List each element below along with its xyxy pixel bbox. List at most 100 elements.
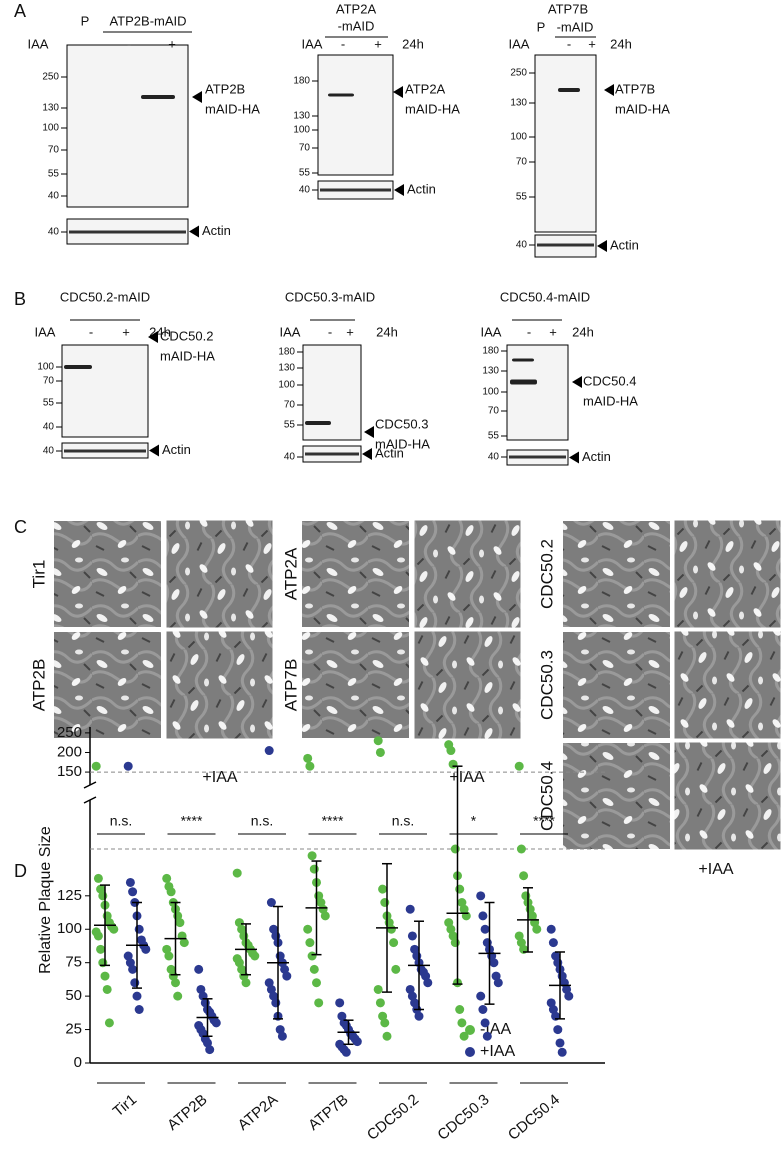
dot [93, 931, 103, 941]
band [64, 365, 92, 369]
legend-marker [465, 1025, 475, 1035]
blot-header: CDC50.4-mAID [500, 289, 590, 304]
blot-header: -mAID [338, 18, 375, 33]
mw-label: 180 [278, 347, 295, 358]
band-label: mAID-HA [375, 436, 430, 451]
time-label: 24h [376, 324, 398, 339]
arrowhead [149, 444, 159, 457]
y-tick-label: 100 [57, 920, 82, 937]
strain-label: CDC50.2 [537, 539, 556, 609]
dot [341, 1047, 351, 1057]
x-tick-label: ATP2A [235, 1091, 281, 1134]
mw-label: 100 [278, 380, 295, 391]
significance: n.s. [110, 813, 133, 829]
dot [312, 978, 321, 988]
dot [128, 964, 138, 974]
dot [519, 871, 529, 881]
plaque-image [563, 632, 670, 738]
dot [132, 991, 142, 1001]
dot [320, 911, 330, 921]
dot [373, 984, 383, 994]
mw-label: 130 [278, 363, 295, 374]
mw-label: 70 [516, 157, 528, 168]
strain-label: ATP2A [281, 547, 300, 600]
mw-label: 70 [43, 376, 55, 387]
arrowhead [394, 184, 404, 196]
mw-label: 130 [42, 103, 59, 114]
x-tick-label: ATP2B [164, 1091, 210, 1134]
actin-label: Actin [582, 449, 611, 464]
dot [405, 904, 415, 914]
dot [378, 884, 388, 894]
dot [335, 998, 345, 1008]
plaque-image [166, 631, 273, 739]
panel-label: C [14, 517, 27, 537]
dot [134, 924, 144, 934]
blot-header: CDC50.2-mAID [60, 289, 150, 304]
band-label: CDC50.4 [583, 373, 636, 388]
plaque-image [563, 743, 670, 849]
dot [478, 911, 488, 921]
arrowhead [189, 225, 199, 238]
panel-label: D [14, 861, 27, 881]
dot [303, 753, 313, 763]
band-label: mAID-HA [615, 101, 670, 116]
dot [128, 887, 138, 897]
dot [134, 1005, 144, 1014]
dot [386, 924, 396, 934]
mw-label: 70 [284, 400, 296, 411]
mw-label: 100 [37, 362, 54, 373]
dot [352, 1037, 362, 1047]
mw-label: 70 [488, 406, 500, 417]
mw-label: 100 [42, 123, 59, 134]
dot [264, 746, 274, 756]
plaque-image [166, 520, 273, 628]
arrowhead [572, 376, 582, 388]
dot [277, 1031, 287, 1041]
mw-label: 130 [482, 366, 499, 377]
actin-band [64, 449, 146, 453]
blot-header: ATP7B [548, 1, 588, 16]
lane-label: + [346, 324, 354, 339]
y-tick-label: 125 [57, 887, 82, 904]
lane-label: - [341, 36, 345, 51]
dot [455, 884, 465, 894]
strain-label: Tir1 [29, 560, 48, 589]
mw-label: 180 [293, 76, 310, 87]
dot [162, 873, 172, 883]
dot [380, 1018, 390, 1028]
treatment-label: +IAA [449, 769, 484, 786]
actin-band [537, 243, 594, 247]
iaa-label: IAA [35, 324, 56, 339]
mw-label: 40 [299, 185, 311, 196]
dot [125, 877, 135, 887]
blot [302, 344, 362, 441]
y-tick-label: 150 [57, 763, 82, 780]
mw-label: 100 [293, 125, 310, 136]
lane-label: - [328, 324, 332, 339]
dot [307, 951, 317, 961]
dot [173, 991, 183, 1001]
y-tick-label: 50 [65, 987, 82, 1004]
dot [375, 747, 385, 757]
mw-label: 55 [284, 420, 296, 431]
panel-label: A [14, 1, 26, 21]
dot [100, 971, 110, 981]
significance: * [471, 813, 477, 829]
lane-label: + [549, 324, 557, 339]
dot [532, 924, 542, 934]
y-tick-label: 25 [65, 1021, 82, 1038]
dot [93, 873, 103, 883]
actin-band [69, 230, 186, 234]
y-tick-label: 75 [65, 954, 82, 971]
iaa-label: IAA [481, 324, 502, 339]
dot [380, 898, 390, 907]
dot [480, 924, 490, 934]
strain-label: ATP7B [281, 659, 300, 712]
mw-label: 100 [510, 132, 527, 143]
actin-label: Actin [407, 181, 436, 196]
significance: n.s. [392, 813, 415, 829]
mw-label: 70 [48, 145, 60, 156]
dot [232, 868, 242, 878]
